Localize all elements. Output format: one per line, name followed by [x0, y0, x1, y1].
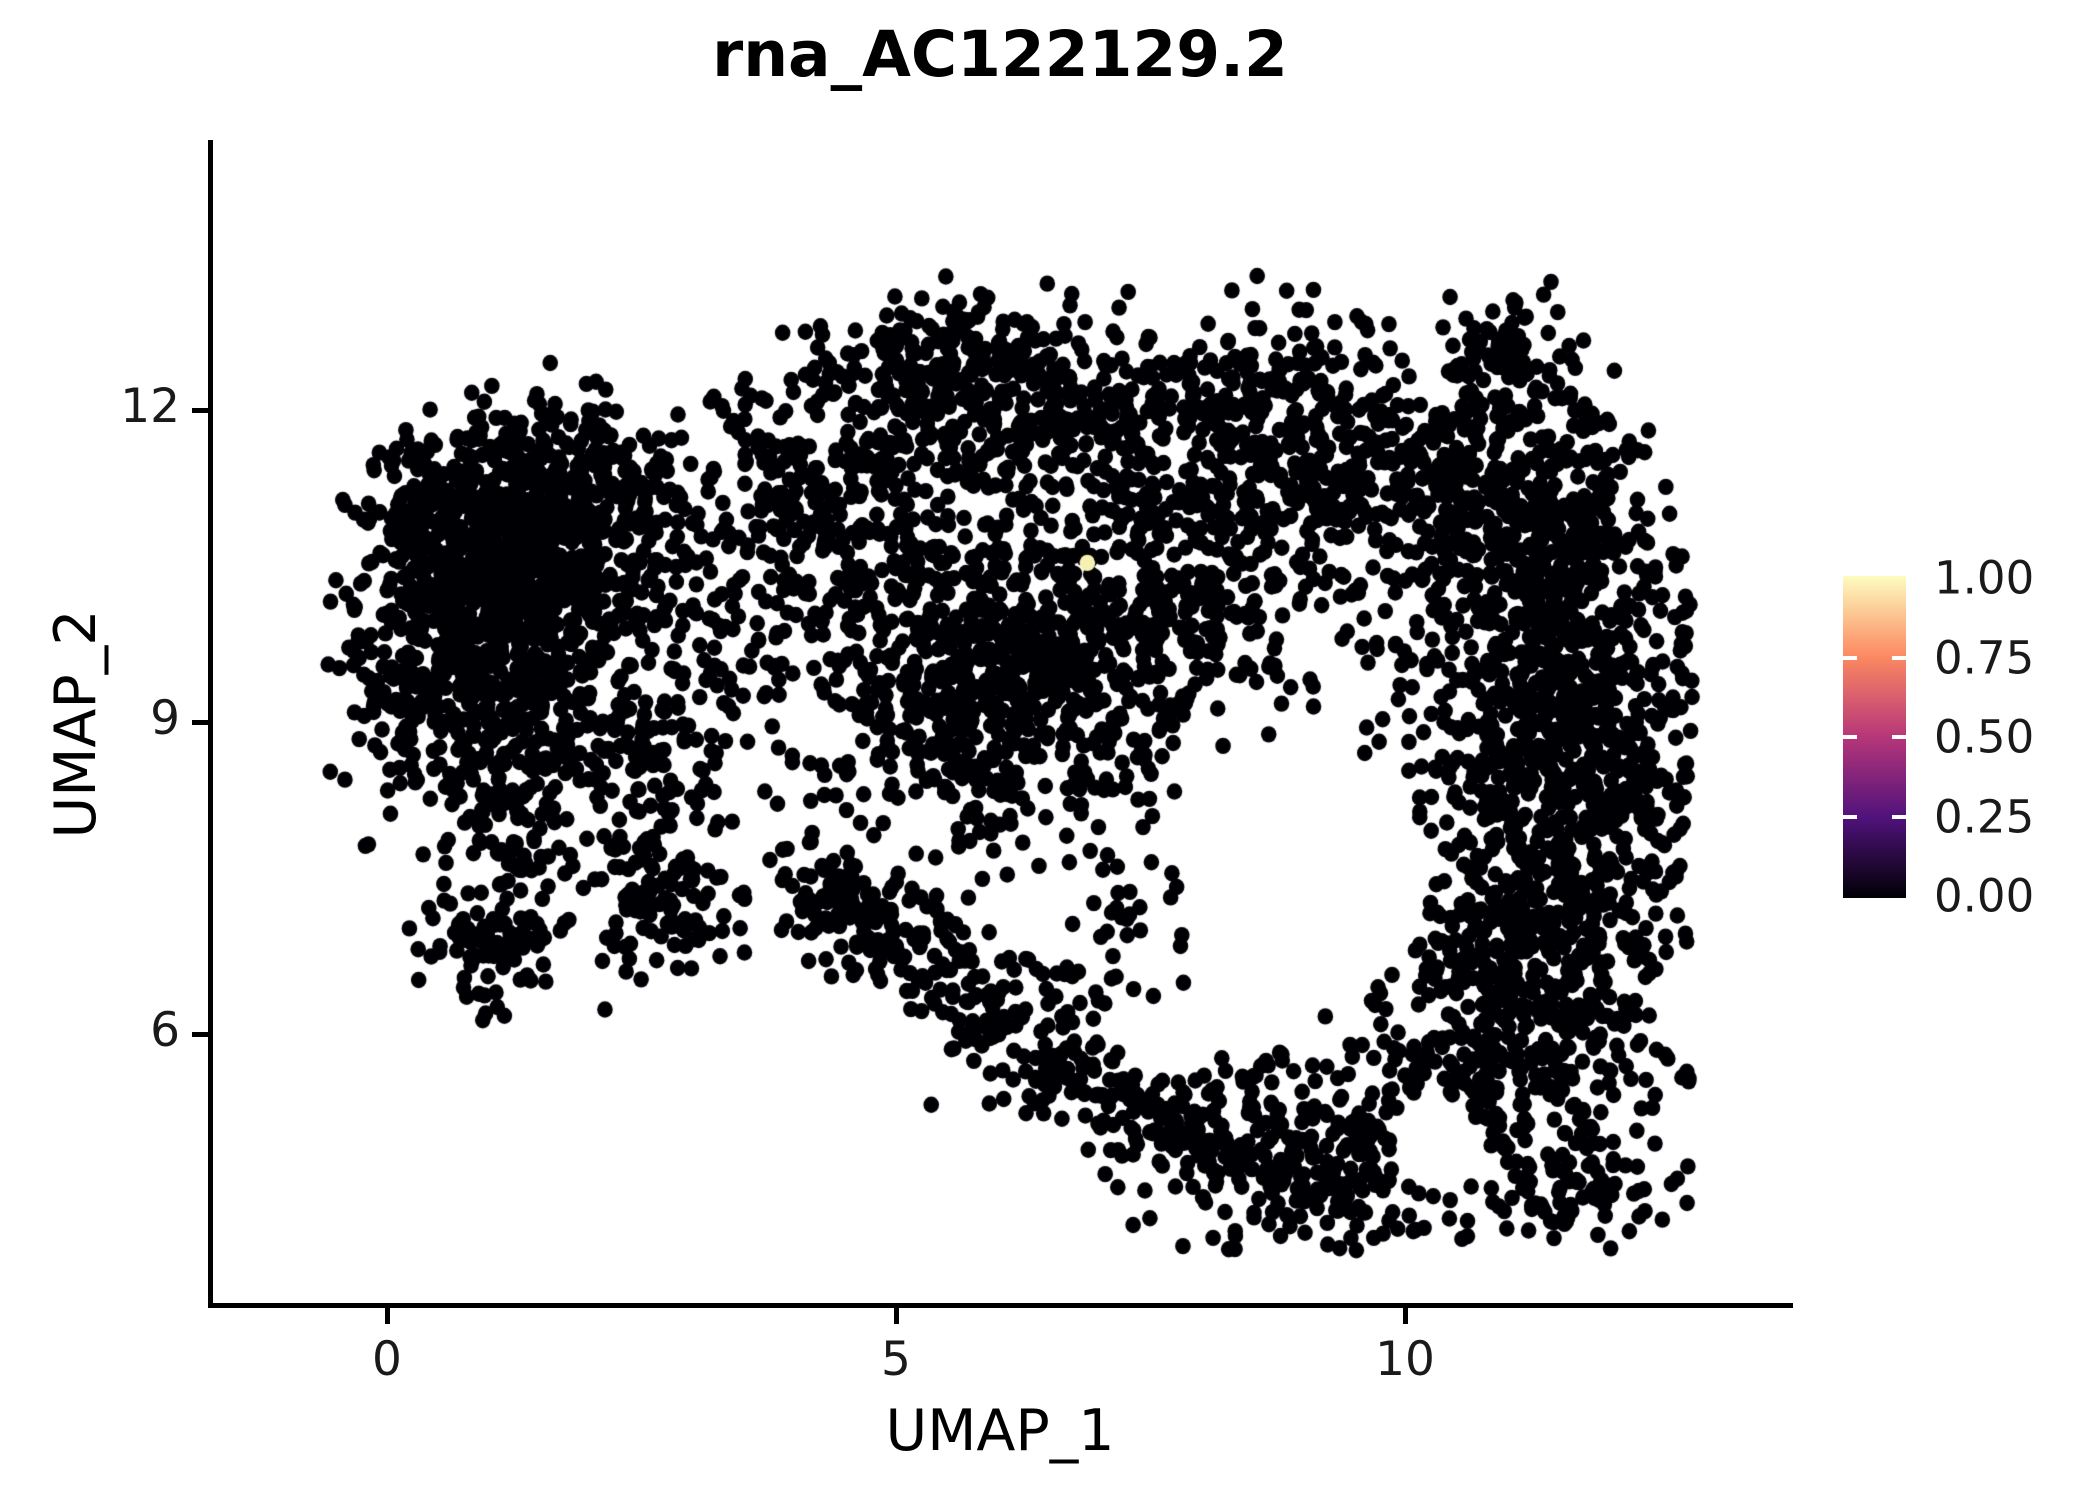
y-tick-label: 12	[120, 379, 180, 434]
y-tick-mark	[192, 720, 208, 725]
y-tick-mark	[192, 408, 208, 413]
x-tick-mark	[894, 1308, 899, 1324]
x-tick-label: 10	[1375, 1332, 1435, 1387]
colorbar-tick-dash	[1843, 655, 1857, 660]
x-axis-title: UMAP_1	[885, 1398, 1115, 1464]
y-axis-title: UMAP_2	[43, 609, 109, 839]
colorbar-label: 0.75	[1934, 631, 2035, 684]
x-axis-line	[208, 1303, 1793, 1308]
colorbar-label: 0.00	[1934, 869, 2035, 923]
y-tick-mark	[192, 1032, 208, 1037]
colorbar-tick-dash	[1892, 655, 1906, 660]
y-tick-label: 9	[150, 691, 180, 746]
colorbar-label: 1.00	[1934, 551, 2035, 605]
colorbar-tick-dash	[1843, 814, 1857, 819]
x-tick-mark	[1403, 1308, 1408, 1324]
y-tick-label: 6	[150, 1003, 180, 1058]
x-tick-mark	[385, 1308, 390, 1324]
x-tick-label: 5	[881, 1332, 911, 1387]
x-tick-label: 0	[372, 1332, 402, 1387]
y-axis-line	[208, 140, 213, 1307]
colorbar-tick-dash	[1843, 735, 1857, 739]
colorbar-tick-dash	[1892, 814, 1906, 819]
colorbar-tick-dash	[1892, 735, 1906, 739]
colorbar-label: 0.50	[1934, 710, 2035, 764]
colorbar-label: 0.25	[1934, 790, 2035, 843]
